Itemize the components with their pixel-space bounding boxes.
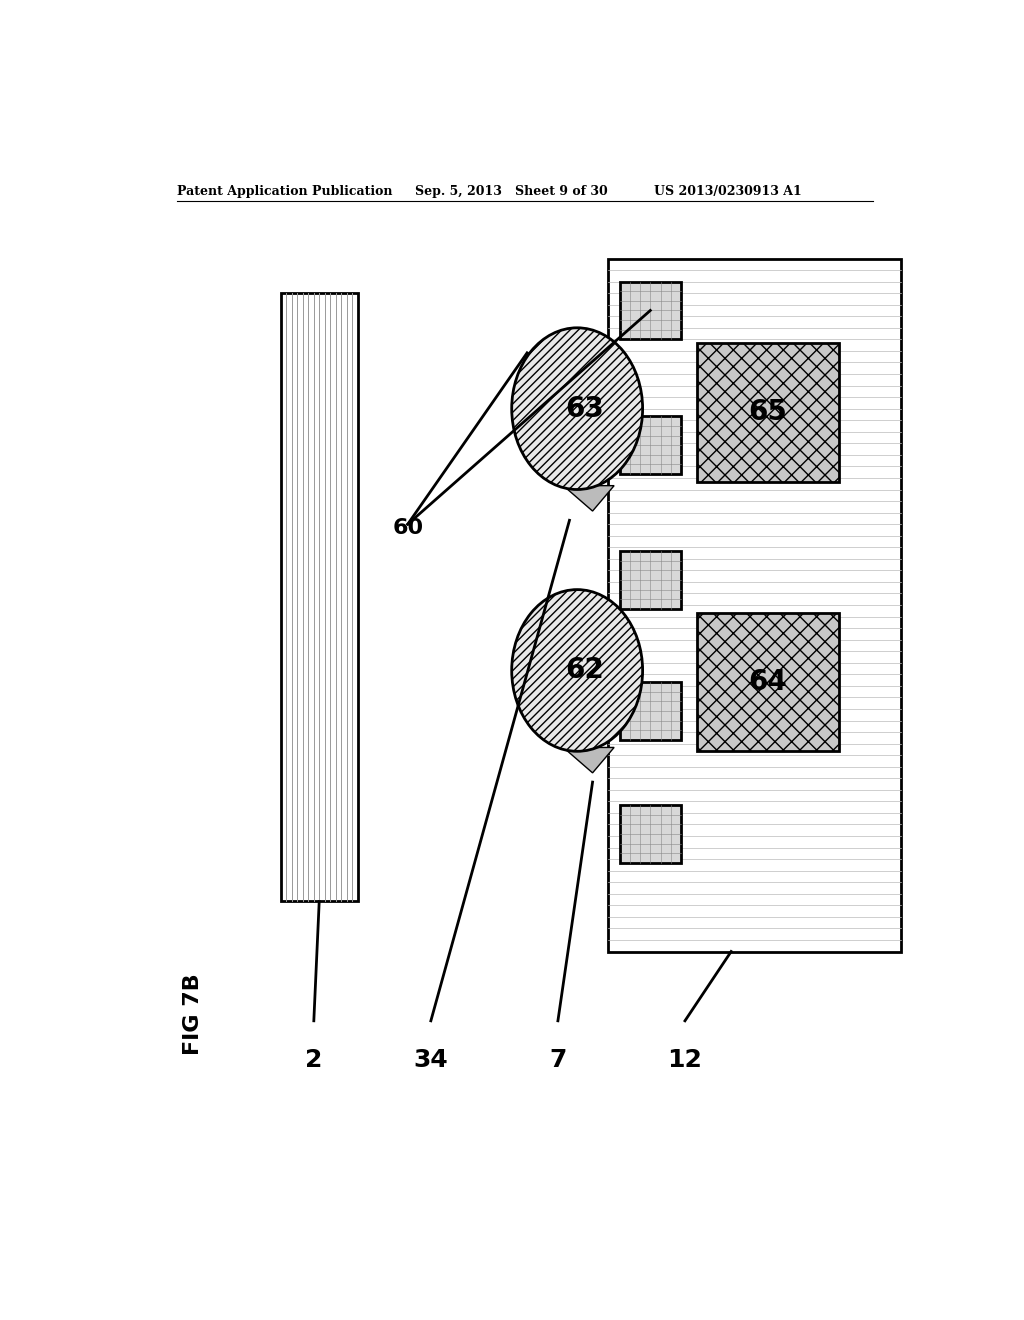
Ellipse shape bbox=[512, 590, 643, 751]
Text: Patent Application Publication: Patent Application Publication bbox=[177, 185, 392, 198]
Text: FIG 7B: FIG 7B bbox=[183, 974, 203, 1056]
Text: US 2013/0230913 A1: US 2013/0230913 A1 bbox=[654, 185, 802, 198]
Bar bbox=[620, 682, 681, 739]
Text: 7: 7 bbox=[549, 1048, 566, 1072]
Text: 63: 63 bbox=[565, 395, 604, 422]
Bar bbox=[620, 805, 681, 863]
Text: 62: 62 bbox=[565, 656, 604, 685]
Text: 64: 64 bbox=[749, 668, 787, 696]
Text: 12: 12 bbox=[668, 1048, 702, 1072]
Text: Sep. 5, 2013   Sheet 9 of 30: Sep. 5, 2013 Sheet 9 of 30 bbox=[416, 185, 608, 198]
Bar bbox=[696, 343, 839, 482]
Polygon shape bbox=[563, 747, 614, 774]
Ellipse shape bbox=[512, 327, 643, 490]
Text: 2: 2 bbox=[305, 1048, 323, 1072]
Text: 65: 65 bbox=[749, 399, 787, 426]
Bar bbox=[620, 552, 681, 609]
Bar bbox=[608, 259, 900, 952]
Text: 34: 34 bbox=[414, 1048, 449, 1072]
Bar bbox=[281, 293, 357, 902]
Bar bbox=[620, 281, 681, 339]
Bar bbox=[620, 416, 681, 474]
Bar bbox=[696, 612, 839, 751]
Text: 60: 60 bbox=[392, 517, 424, 539]
Polygon shape bbox=[563, 486, 614, 511]
